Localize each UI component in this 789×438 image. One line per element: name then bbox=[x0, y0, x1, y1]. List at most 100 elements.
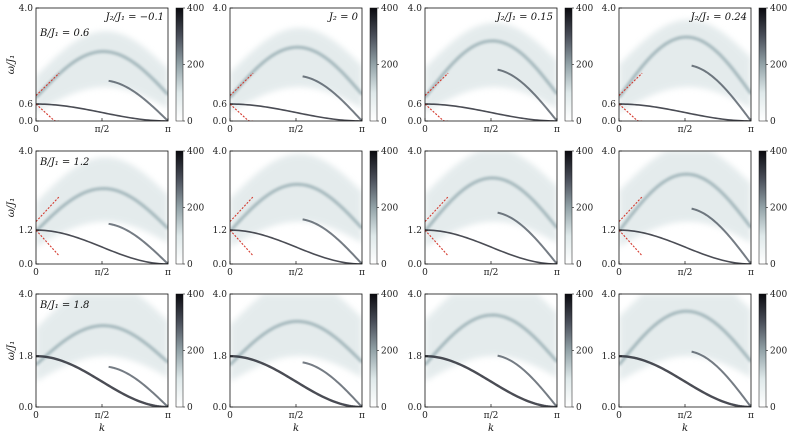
bound-state-branch bbox=[302, 361, 362, 407]
colorbar-tick-label: 200 bbox=[187, 347, 204, 357]
panel-heatmap bbox=[36, 31, 168, 121]
colorbar-tick-label: 200 bbox=[770, 204, 787, 214]
x-axis-label: k bbox=[293, 423, 299, 434]
panel-r0-c2: 0.0 0.6 4.0 0 π/2 π 0 200 400 J₂/J₁ = 0.15 bbox=[408, 4, 594, 135]
panel-r0-c3: 0.0 0.6 4.0 0 π/2 π 0 200 400 J₂/J₁ = 0.24 bbox=[602, 4, 788, 135]
panel-r1-c3: 0.0 1.2 4.0 0 π/2 π 0 200 400 bbox=[602, 147, 788, 278]
dispersion-down-dashed bbox=[619, 103, 643, 121]
colorbar-tick-label: 200 bbox=[576, 61, 593, 71]
x-tick-label: π/2 bbox=[484, 411, 499, 421]
panel-heatmap bbox=[619, 294, 751, 407]
panel-heatmap bbox=[425, 22, 557, 121]
x-tick-label: π/2 bbox=[95, 125, 110, 135]
continuum-haze bbox=[230, 153, 362, 248]
x-tick-label: 0 bbox=[33, 125, 39, 135]
upper-branch bbox=[36, 50, 168, 99]
colorbar bbox=[175, 293, 184, 408]
colorbar-tick-label: 200 bbox=[770, 61, 787, 71]
y-tick-label: 4.0 bbox=[408, 4, 423, 14]
x-tick-label: π bbox=[165, 268, 171, 278]
x-tick-label: π bbox=[554, 411, 560, 421]
continuum-haze bbox=[425, 151, 557, 248]
colorbar-tick-label: 400 bbox=[381, 4, 398, 14]
x-tick-label: 0 bbox=[422, 411, 428, 421]
panel-heatmap bbox=[425, 294, 557, 407]
y-tick-label: 4.0 bbox=[19, 4, 34, 14]
colorbar-tick-label: 400 bbox=[576, 4, 593, 14]
b-label: B/J₁ = 1.8 bbox=[39, 300, 89, 311]
continuum-haze bbox=[230, 294, 362, 382]
x-tick-label: 0 bbox=[616, 125, 622, 135]
panel-heatmap bbox=[36, 294, 168, 407]
y-tick-label: 4.0 bbox=[213, 147, 228, 157]
panel-r2-c2: 0.0 1.8 4.0 0 π/2 π 0 200 400 k bbox=[408, 290, 594, 434]
y-tick-label: 0.0 bbox=[602, 260, 617, 270]
panel-r0-c1: 0.0 0.6 4.0 0 π/2 π 0 200 400 J₂ = 0 bbox=[213, 4, 399, 135]
colorbar bbox=[369, 7, 378, 122]
upper-branch bbox=[36, 187, 168, 233]
y-tick-label: 0.0 bbox=[408, 117, 423, 127]
continuum-haze bbox=[36, 157, 168, 248]
colorbar bbox=[369, 150, 378, 265]
x-tick-label: π bbox=[748, 125, 754, 135]
y-axis-label: ω/J₁ bbox=[6, 198, 17, 218]
colorbar-tick-label: 400 bbox=[770, 290, 787, 300]
colorbar-tick-label: 0 bbox=[576, 260, 582, 270]
x-tick-label: 0 bbox=[227, 411, 233, 421]
y-tick-label: 4.0 bbox=[408, 290, 423, 300]
colorbar-tick-label: 400 bbox=[187, 4, 204, 14]
colorbar-tick-label: 0 bbox=[381, 403, 387, 413]
dispersion-down-dashed bbox=[230, 229, 254, 257]
lower-branch bbox=[230, 354, 362, 407]
colorbar-tick-label: 0 bbox=[187, 117, 193, 127]
upper-branch bbox=[230, 45, 362, 99]
y-tick-label: 4.0 bbox=[408, 147, 423, 157]
continuum-haze bbox=[230, 27, 362, 113]
colorbar-tick-label: 0 bbox=[381, 260, 387, 270]
dispersion-up-dashed bbox=[230, 72, 254, 96]
panel-r1-c0: 0.0 1.2 4.0 0 π/2 π 0 200 400 B/J₁ = 1.2 ω/J₁ bbox=[6, 147, 204, 278]
x-tick-label: 0 bbox=[422, 268, 428, 278]
x-tick-label: π/2 bbox=[678, 125, 693, 135]
dispersion-down-dashed bbox=[230, 103, 254, 121]
bound-state-branch bbox=[497, 354, 557, 407]
dispersion-up-dashed bbox=[36, 72, 60, 96]
y-tick-label: 0.6 bbox=[408, 100, 423, 110]
panel-heatmap bbox=[425, 151, 557, 264]
b-label: B/J₁ = 1.2 bbox=[39, 157, 89, 168]
dispersion-up-dashed bbox=[425, 72, 449, 96]
y-tick-label: 0.0 bbox=[408, 260, 423, 270]
y-tick-label: 4.0 bbox=[19, 290, 34, 300]
y-tick-label: 1.2 bbox=[408, 226, 422, 236]
j2-label: J₂/J₁ = 0.24 bbox=[689, 12, 747, 23]
panel-heatmap bbox=[230, 27, 362, 121]
colorbar-tick-label: 200 bbox=[576, 347, 593, 357]
j2-label: J₂ = 0 bbox=[327, 12, 359, 23]
bound-state-branch bbox=[691, 64, 751, 121]
lower-branch bbox=[619, 354, 751, 407]
dispersion-up-dashed bbox=[619, 72, 643, 96]
x-tick-label: π bbox=[359, 268, 365, 278]
panel-r2-c1: 0.0 1.8 4.0 0 π/2 π 0 200 400 k bbox=[213, 290, 399, 434]
colorbar-tick-label: 200 bbox=[576, 204, 593, 214]
lower-branch bbox=[425, 354, 557, 407]
x-tick-label: π/2 bbox=[95, 268, 110, 278]
continuum-haze bbox=[36, 294, 168, 382]
colorbar-tick-label: 400 bbox=[381, 147, 398, 157]
upper-branch bbox=[619, 35, 751, 99]
dispersion-up-dashed bbox=[36, 196, 60, 222]
y-tick-label: 0.0 bbox=[408, 403, 423, 413]
colorbar bbox=[175, 7, 184, 122]
y-tick-label: 0.0 bbox=[213, 260, 228, 270]
continuum-haze bbox=[36, 31, 168, 113]
panel-r2-c0: 0.0 1.8 4.0 0 π/2 π 0 200 400 B/J₁ = 1.8 ω/J₁ k bbox=[6, 290, 204, 434]
x-tick-label: π/2 bbox=[289, 268, 304, 278]
bound-state-branch bbox=[691, 207, 751, 264]
continuum-haze bbox=[425, 22, 557, 113]
x-tick-label: π bbox=[748, 268, 754, 278]
x-tick-label: π/2 bbox=[484, 268, 499, 278]
bound-state-branch bbox=[108, 365, 168, 407]
colorbar bbox=[369, 293, 378, 408]
colorbar bbox=[564, 7, 573, 122]
